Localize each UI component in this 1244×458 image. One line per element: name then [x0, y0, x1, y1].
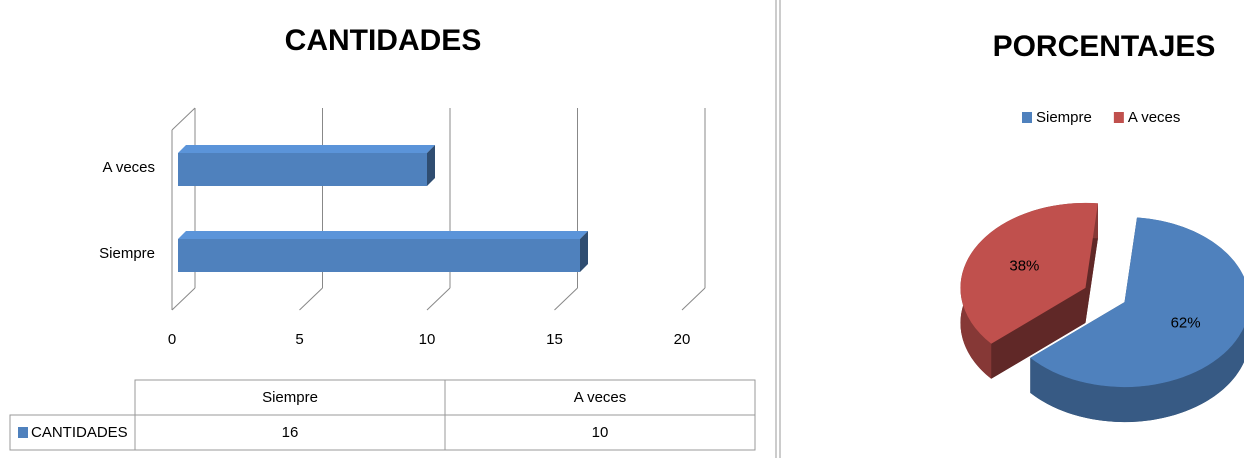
legend-label: Siempre — [1036, 109, 1092, 126]
table-value: 10 — [592, 424, 609, 441]
pie-slice — [960, 202, 1098, 379]
x-tick-label: 20 — [674, 331, 691, 348]
data-label: 38% — [1009, 257, 1039, 274]
bar-top — [178, 231, 588, 239]
x-tick-label: 15 — [546, 331, 563, 348]
grid-line — [426, 287, 451, 311]
pie-slice — [1030, 217, 1244, 423]
table-header: A veces — [574, 389, 627, 406]
bar-top — [178, 145, 435, 153]
bar — [178, 153, 427, 186]
table-header: Siempre — [262, 389, 318, 406]
y-tick-label: A veces — [102, 159, 155, 176]
legend-label: A veces — [1128, 109, 1181, 126]
table-border — [9, 414, 756, 451]
slice-top — [1030, 217, 1244, 388]
table-value: 16 — [282, 424, 299, 441]
legend-label: CANTIDADES — [31, 424, 128, 441]
chart-title: PORCENTAJES — [993, 30, 1216, 63]
x-tick-label: 0 — [168, 331, 176, 348]
bar — [178, 239, 580, 272]
grid-line — [299, 287, 323, 311]
chart-title: CANTIDADES — [285, 24, 482, 57]
grid-line — [171, 287, 196, 311]
data-label: 62% — [1171, 315, 1201, 332]
legend-key — [1022, 112, 1032, 123]
slice-top — [960, 202, 1098, 344]
legend-key — [1113, 112, 1124, 123]
bar-side — [427, 145, 435, 186]
grid-line — [554, 287, 578, 311]
grid-line — [681, 287, 706, 311]
x-tick-label: 10 — [419, 331, 436, 348]
axis-wall — [171, 107, 196, 131]
x-tick-label: 5 — [295, 331, 303, 348]
y-tick-label: Siempre — [99, 245, 155, 262]
slice-rim — [1030, 217, 1244, 423]
slice-side — [991, 287, 1086, 379]
legend-key — [18, 427, 28, 438]
bar-side — [580, 231, 588, 272]
